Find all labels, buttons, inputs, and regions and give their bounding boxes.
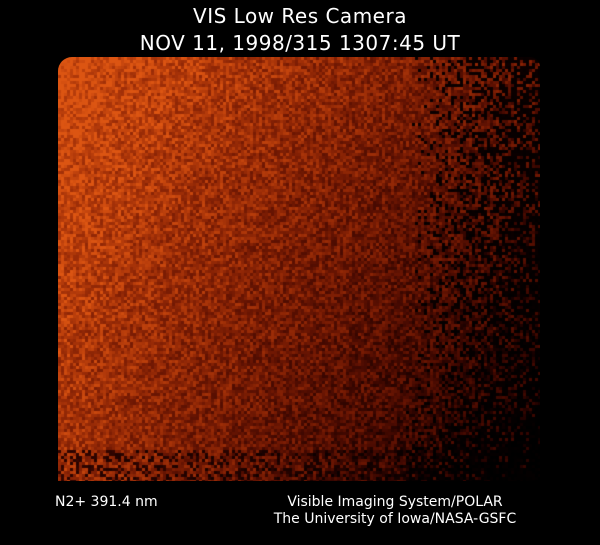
observation-datetime: NOV 11, 1998/315 1307:45 UT [139, 31, 461, 55]
filter-label: N2+ 391.4 nm [55, 494, 158, 510]
credit-line-2: The University of Iowa/NASA-GSFC [273, 511, 517, 527]
credit-line-1: Visible Imaging System/POLAR [287, 494, 503, 510]
image-title: VIS Low Res Camera [193, 4, 407, 28]
credit-block: Visible Imaging System/POLAR The Univers… [250, 494, 540, 528]
camera-image [58, 57, 540, 481]
